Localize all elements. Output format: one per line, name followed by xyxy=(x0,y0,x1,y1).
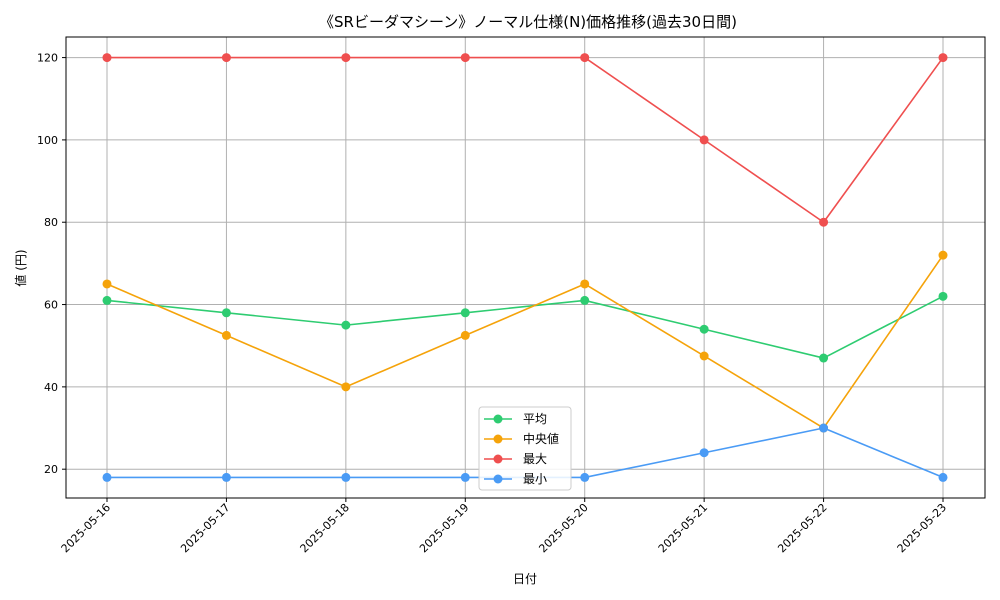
series-0 xyxy=(102,291,948,363)
series-line xyxy=(107,56,944,224)
legend-marker xyxy=(493,414,503,424)
y-tick-label: 60 xyxy=(44,299,58,312)
data-point xyxy=(341,472,351,482)
data-point xyxy=(580,472,590,482)
x-axis-ticks: 2025-05-16 2025-05-17 2025-05-18 2025-05-19… xyxy=(59,498,949,555)
legend-entry: 平均 xyxy=(484,412,547,426)
x-tick-label: 2025-05-16 xyxy=(59,501,113,555)
legend-label: 中央値 xyxy=(523,431,559,446)
data-point xyxy=(221,308,231,318)
legend-marker xyxy=(493,454,503,464)
y-axis-label: 値 (円) xyxy=(13,249,28,286)
legend-marker xyxy=(493,474,503,484)
data-point xyxy=(102,472,112,482)
x-tick-label: 2025-05-23 xyxy=(895,501,949,555)
y-tick-label: 120 xyxy=(37,52,58,65)
series-2 xyxy=(102,53,948,227)
x-tick-label: 2025-05-18 xyxy=(298,501,352,555)
data-point xyxy=(460,308,470,318)
data-point xyxy=(699,324,709,334)
series-1 xyxy=(102,250,948,433)
data-point xyxy=(699,351,709,361)
data-point xyxy=(938,250,948,260)
data-point xyxy=(699,135,709,145)
data-point xyxy=(460,472,470,482)
y-tick-label: 100 xyxy=(37,134,58,147)
data-point xyxy=(341,53,351,63)
data-point xyxy=(460,53,470,63)
series-line xyxy=(106,254,944,429)
data-point xyxy=(221,472,231,482)
data-point xyxy=(102,295,112,305)
data-point xyxy=(938,53,948,63)
data-point xyxy=(580,279,590,289)
y-axis-ticks: 20 40 60 80 100 120 xyxy=(37,52,66,476)
x-tick-label: 2025-05-22 xyxy=(775,501,829,555)
legend-marker xyxy=(493,434,503,444)
data-point xyxy=(102,279,112,289)
data-point xyxy=(341,382,351,392)
x-grid-lines xyxy=(106,37,944,498)
data-point xyxy=(699,448,709,458)
series-line xyxy=(106,295,944,359)
legend-entry: 最小 xyxy=(484,472,547,486)
legend-entry: 中央値 xyxy=(484,431,559,446)
data-point xyxy=(221,330,231,340)
data-point xyxy=(819,353,829,363)
x-tick-label: 2025-05-17 xyxy=(178,501,232,555)
y-tick-label: 40 xyxy=(44,381,58,394)
y-tick-label: 20 xyxy=(44,463,58,476)
legend-box xyxy=(478,406,572,491)
x-axis-label: 日付 xyxy=(513,572,537,586)
data-point xyxy=(580,295,590,305)
data-point xyxy=(580,53,590,63)
data-point xyxy=(938,291,948,301)
x-tick-label: 2025-05-20 xyxy=(536,501,590,555)
data-point xyxy=(819,217,829,227)
legend-label: 最小 xyxy=(523,472,547,486)
data-point xyxy=(460,330,470,340)
data-point xyxy=(819,423,829,433)
x-tick-label: 2025-05-19 xyxy=(417,501,471,555)
legend-entry: 最大 xyxy=(484,452,547,466)
data-point xyxy=(102,53,112,63)
plot-frame xyxy=(65,36,986,499)
data-point xyxy=(341,320,351,330)
y-tick-label: 80 xyxy=(44,216,58,229)
legend-label: 最大 xyxy=(523,452,547,466)
legend-label: 平均 xyxy=(523,412,547,426)
data-point xyxy=(938,472,948,482)
data-point xyxy=(221,53,231,63)
x-tick-label: 2025-05-21 xyxy=(656,501,710,555)
chart-title: 《SRビーダマシーン》ノーマル仕様(N)価格推移(過去30日間) xyxy=(319,13,737,31)
